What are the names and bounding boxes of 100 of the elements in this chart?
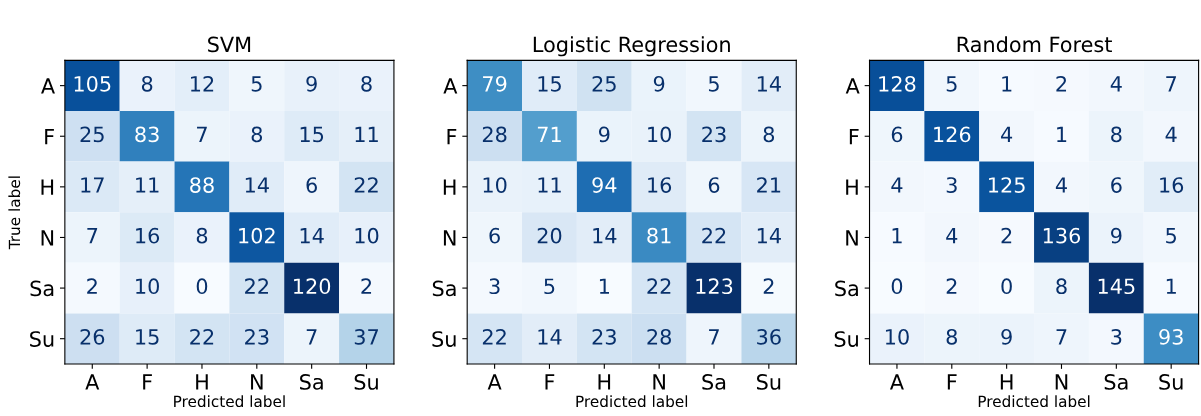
data-label: 8 (1056, 278, 1067, 295)
y-tick-label: Su (432, 331, 456, 347)
data-label: 10 (483, 177, 507, 193)
y-axis-title: True label (8, 176, 21, 250)
data-label: 4 (946, 228, 958, 244)
chart-title: SVM (208, 36, 251, 53)
data-label: 0 (1001, 278, 1012, 295)
data-label: 6 (489, 227, 500, 244)
x-tick-label: Su (1159, 374, 1183, 390)
data-label: 8 (196, 227, 208, 244)
data-label: 21 (757, 177, 781, 193)
data-label: 14 (300, 228, 324, 244)
x-tick-label: Sa (300, 374, 323, 390)
data-label: 120 (294, 278, 331, 295)
data-label: 94 (592, 177, 617, 193)
data-label: 2 (1001, 227, 1012, 244)
x-tick-label: Sa (1104, 374, 1128, 390)
y-tick-label: F (45, 128, 54, 145)
y-tick-label: N (443, 230, 456, 246)
data-label: 102 (239, 227, 275, 244)
data-label: 4 (1055, 177, 1067, 193)
y-tick-label: A (845, 78, 860, 94)
data-label: 9 (1111, 227, 1122, 244)
y-tick-label: N (41, 230, 54, 246)
data-label: 4 (1001, 126, 1013, 142)
x-tick-label: H (1000, 374, 1013, 390)
data-label: 15 (136, 329, 159, 345)
data-label: 16 (1160, 177, 1184, 193)
data-label: 9 (1001, 328, 1012, 345)
data-label: 11 (355, 126, 378, 142)
data-label: 5 (544, 278, 555, 295)
data-label: 20 (537, 227, 562, 244)
data-label: 23 (592, 328, 616, 345)
x-tick-label: A (487, 374, 502, 390)
data-label: 10 (885, 328, 909, 345)
x-tick-label: H (598, 374, 611, 390)
data-label: 14 (757, 228, 781, 244)
data-label: 7 (1166, 76, 1177, 92)
data-label: 14 (593, 228, 617, 244)
data-label: 12 (191, 75, 214, 92)
data-label: 83 (135, 126, 159, 143)
data-label: 22 (245, 278, 268, 294)
data-label: 10 (355, 227, 379, 244)
data-label: 123 (696, 278, 733, 295)
data-label: 8 (1111, 126, 1122, 143)
x-axis-title: Predicted label (174, 395, 285, 408)
data-label: 93 (1159, 328, 1183, 345)
data-label: 9 (653, 75, 665, 92)
data-label: 28 (647, 328, 671, 345)
data-label: 4 (1110, 76, 1122, 92)
y-tick-label: H (41, 179, 54, 195)
data-label: 105 (74, 75, 111, 92)
data-label: 23 (702, 126, 726, 143)
data-label: 4 (1165, 126, 1177, 142)
x-tick-label: A (889, 374, 904, 390)
data-label: 145 (1098, 278, 1135, 295)
data-label: 88 (190, 177, 214, 193)
y-tick-label: Sa (30, 280, 54, 297)
data-label: 8 (763, 126, 775, 143)
data-label: 22 (702, 227, 726, 244)
data-label: 11 (538, 177, 561, 193)
data-label: 1 (892, 228, 902, 244)
y-tick-label: A (443, 78, 458, 94)
data-label: 1 (1002, 76, 1012, 92)
x-axis-title: Predicted label (576, 395, 688, 408)
x-tick-label: N (1055, 374, 1068, 390)
x-tick-label: F (143, 374, 152, 390)
data-label: 17 (81, 177, 104, 193)
x-tick-label: N (251, 374, 263, 390)
data-label: 6 (708, 177, 720, 193)
data-label: 25 (80, 126, 104, 143)
data-label: 14 (757, 76, 781, 92)
y-tick-label: F (849, 128, 859, 145)
data-label: 5 (1166, 228, 1176, 244)
data-label: 15 (300, 126, 324, 143)
data-label: 71 (537, 126, 561, 142)
data-label: 7 (1056, 329, 1067, 345)
data-label: 8 (361, 75, 372, 92)
data-label: 5 (708, 76, 719, 92)
data-label: 2 (361, 278, 372, 294)
data-label: 8 (251, 126, 263, 143)
y-tick-label: Sa (432, 280, 456, 297)
y-tick-label: A (41, 78, 55, 94)
data-label: 0 (196, 278, 208, 295)
data-label: 128 (879, 75, 916, 92)
x-tick-label: F (947, 374, 957, 390)
x-axis-title: Predicted label (978, 395, 1090, 408)
data-label: 0 (891, 278, 903, 295)
data-label: 7 (306, 329, 317, 345)
data-label: 28 (482, 126, 507, 143)
data-label: 6 (306, 177, 317, 193)
data-label: 7 (87, 228, 98, 244)
chart-title: Logistic Regression (533, 36, 730, 57)
x-tick-label: Su (354, 374, 378, 390)
chart-title: Random Forest (957, 36, 1112, 53)
data-label: 23 (245, 328, 269, 345)
data-label: 3 (489, 278, 500, 295)
data-label: 10 (136, 278, 159, 295)
data-label: 125 (989, 177, 1025, 193)
data-label: 5 (251, 76, 262, 92)
